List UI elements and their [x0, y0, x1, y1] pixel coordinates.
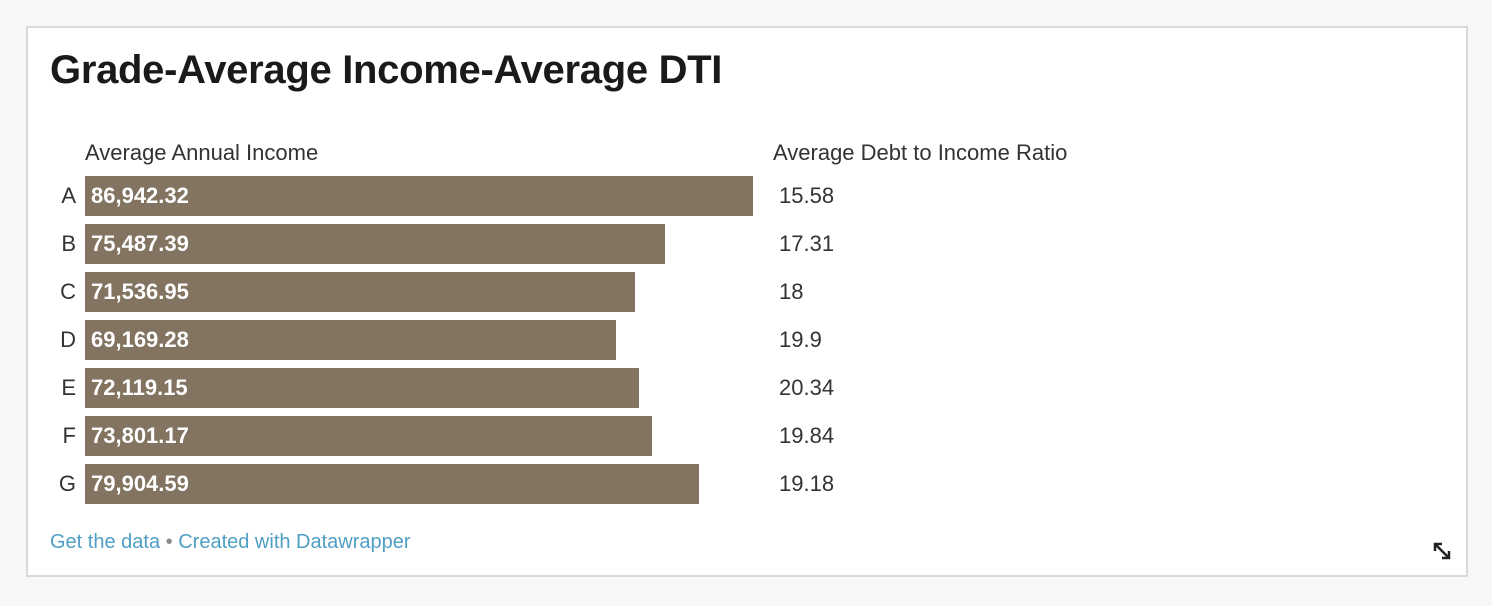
dti-value: 19.84: [779, 423, 835, 448]
footer-separator: •: [165, 531, 173, 553]
income-bar: [85, 224, 665, 264]
income-value-label: 72,119.15: [91, 375, 188, 400]
income-column-header: Average Annual Income: [85, 140, 319, 165]
dti-value: 19.9: [779, 327, 822, 352]
income-value-label: 71,536.95: [91, 279, 189, 304]
dti-value: 19.18: [779, 471, 835, 496]
chart-footer: Get the data • Created with Datawrapper: [50, 531, 411, 554]
dti-value: 15.58: [779, 183, 835, 208]
income-value-label: 75,487.39: [91, 231, 189, 256]
income-value-label: 79,904.59: [91, 471, 189, 496]
category-label: B: [61, 231, 76, 256]
category-label: G: [58, 471, 76, 496]
dti-value: 20.34: [779, 375, 835, 400]
category-label: A: [61, 183, 76, 208]
chart-title: Grade-Average Income-Average DTI: [50, 48, 723, 92]
category-label: C: [60, 279, 76, 304]
dti-column-header: Average Debt to Income Ratio: [773, 140, 1068, 165]
income-bar: [85, 368, 640, 408]
category-label: F: [62, 423, 76, 448]
income-bar: [85, 272, 635, 312]
income-bar: [85, 320, 617, 360]
income-value-label: 73,801.17: [91, 423, 189, 448]
category-label: D: [60, 327, 76, 352]
get-data-link[interactable]: Get the data: [50, 531, 161, 553]
income-bar: [85, 416, 653, 456]
income-value-label: 69,169.28: [91, 327, 189, 352]
income-bar: [85, 176, 753, 216]
dti-value: 17.31: [779, 231, 835, 256]
chart-container: Grade-Average Income-Average DTI Average…: [26, 26, 1468, 577]
resize-icon[interactable]: [1430, 539, 1454, 563]
bar-chart: A 86,942.32 15.58 B 75,487.39 17.31 C 71,536.95…: [28, 28, 1468, 577]
datawrapper-link[interactable]: Created with Datawrapper: [178, 531, 411, 553]
income-bar: [85, 464, 699, 504]
dti-value: 18: [779, 279, 804, 304]
income-value-label: 86,942.32: [91, 183, 189, 208]
category-label: E: [61, 375, 76, 400]
